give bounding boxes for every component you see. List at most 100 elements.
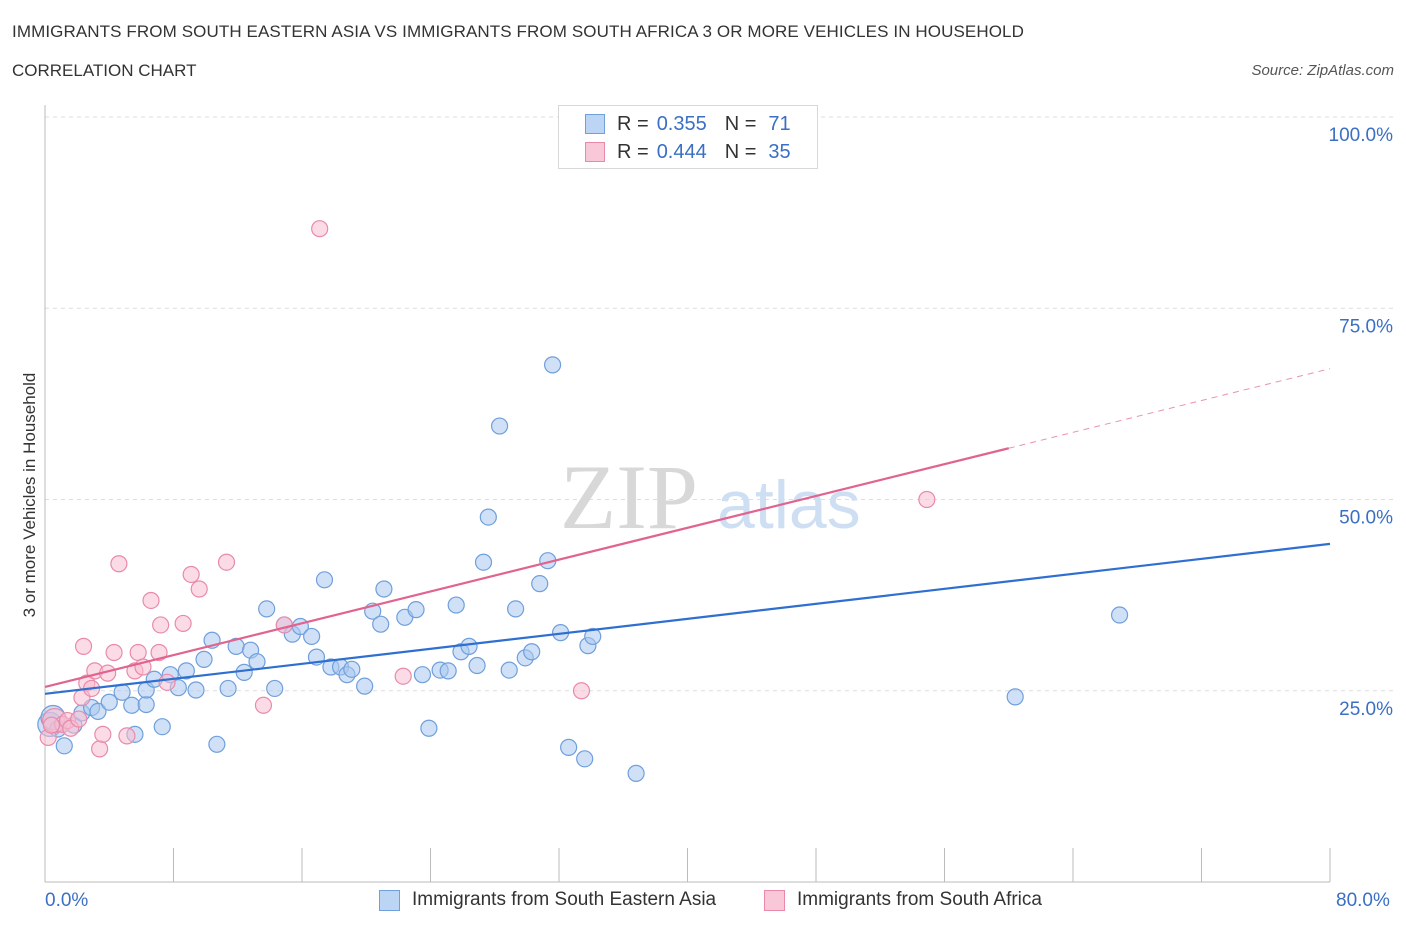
- data-point-south-eastern-asia: [375, 580, 393, 598]
- bottom-legend-swatch-blue: [379, 889, 400, 911]
- legend-row-blue: R = 0.355 N = 71: [585, 111, 791, 137]
- data-point-south-eastern-asia: [474, 553, 493, 571]
- x-tick-label-max: 80.0%: [1336, 890, 1390, 911]
- data-point-south-eastern-asia: [490, 417, 509, 435]
- data-point-south-eastern-asia: [303, 627, 321, 646]
- data-point-south-africa: [42, 716, 61, 734]
- data-point-south-eastern-asia: [343, 660, 361, 678]
- bottom-legend-blue: Immigrants from South Eastern Asia: [379, 889, 716, 911]
- bottom-legend-label-blue: Immigrants from South Eastern Asia: [412, 889, 717, 910]
- data-point-south-eastern-asia: [235, 663, 253, 681]
- watermark: ZIP atlas: [560, 446, 861, 548]
- source-label: Source: ZipAtlas.com: [1251, 62, 1394, 79]
- data-point-south-africa: [74, 637, 93, 655]
- data-point-south-africa: [94, 725, 112, 743]
- data-point-south-eastern-asia: [584, 627, 602, 646]
- data-point-south-eastern-asia: [356, 677, 374, 695]
- data-point-south-eastern-asia: [507, 600, 525, 618]
- y-tick-label: 25.0%: [1339, 699, 1393, 720]
- legend-n-label: N =: [724, 112, 757, 135]
- legend-r-label: R =: [617, 140, 649, 163]
- data-point-south-africa: [105, 643, 123, 662]
- data-point-south-africa: [217, 553, 236, 571]
- data-point-south-eastern-asia: [460, 637, 478, 655]
- data-point-south-eastern-asia: [523, 643, 541, 661]
- data-point-south-eastern-asia: [560, 738, 578, 756]
- data-point-south-africa: [129, 643, 147, 662]
- points-layer: [37, 220, 1129, 782]
- data-point-south-eastern-asia: [407, 601, 425, 619]
- watermark-atlas: atlas: [717, 467, 861, 543]
- data-point-south-eastern-asia: [195, 650, 213, 668]
- x-tick-label-min: 0.0%: [45, 890, 89, 911]
- data-point-south-eastern-asia: [1006, 688, 1024, 706]
- data-point-south-eastern-asia: [576, 750, 594, 768]
- data-point-south-eastern-asia: [420, 719, 438, 737]
- data-point-south-africa: [190, 580, 208, 598]
- chart-subtitle: CORRELATION CHART: [12, 61, 197, 80]
- data-point-south-eastern-asia: [219, 679, 237, 698]
- grid-layer: [45, 116, 1395, 692]
- y-tick-label: 50.0%: [1339, 508, 1393, 529]
- data-point-south-africa: [91, 740, 109, 758]
- bottom-legend-label-pink: Immigrants from South Africa: [797, 889, 1042, 910]
- data-point-south-eastern-asia: [372, 615, 390, 633]
- data-point-south-eastern-asia: [500, 661, 518, 679]
- data-point-south-eastern-asia: [447, 596, 465, 614]
- legend-r-value-blue: 0.355: [656, 112, 707, 135]
- legend-r-value-pink: 0.444: [656, 140, 707, 163]
- data-point-south-africa: [174, 614, 192, 633]
- data-point-south-eastern-asia: [1110, 606, 1129, 624]
- trend-line-extension-south-africa: [1008, 368, 1331, 449]
- data-point-south-eastern-asia: [137, 695, 155, 714]
- data-point-south-africa: [70, 710, 88, 728]
- legend-r-label: R =: [617, 112, 649, 135]
- data-point-south-eastern-asia: [543, 356, 562, 374]
- data-point-south-eastern-asia: [315, 571, 334, 589]
- y-tick-labels: 25.0% 50.0% 75.0% 100.0%: [1329, 125, 1394, 720]
- data-point-south-africa: [572, 682, 591, 700]
- data-point-south-africa: [182, 565, 200, 584]
- legend-n-value-pink: 35: [768, 140, 791, 163]
- bottom-legend-pink: Immigrants from South Africa: [764, 889, 1042, 911]
- data-point-south-eastern-asia: [89, 702, 107, 721]
- data-point-south-eastern-asia: [177, 662, 195, 680]
- data-point-south-eastern-asia: [187, 681, 205, 699]
- data-point-south-africa: [152, 616, 170, 634]
- data-point-south-africa: [118, 727, 136, 745]
- chart-title: IMMIGRANTS FROM SOUTH EASTERN ASIA VS IM…: [12, 22, 1024, 41]
- legend-swatch-pink: [585, 142, 605, 162]
- y-tick-label: 100.0%: [1329, 125, 1394, 146]
- data-point-south-eastern-asia: [258, 600, 276, 618]
- trend-layer: [44, 368, 1331, 695]
- data-point-south-africa: [150, 643, 168, 662]
- data-point-south-africa: [311, 220, 329, 238]
- data-point-south-eastern-asia: [413, 666, 432, 684]
- y-tick-label: 75.0%: [1339, 316, 1393, 337]
- axis-layer: [44, 105, 1331, 883]
- data-point-south-eastern-asia: [123, 696, 141, 714]
- data-point-south-eastern-asia: [153, 718, 171, 736]
- data-point-south-africa: [254, 696, 273, 714]
- legend-n-value-blue: 71: [768, 112, 791, 135]
- legend-n-label: N =: [724, 140, 757, 163]
- bottom-legend-swatch-pink: [764, 889, 785, 911]
- data-point-south-eastern-asia: [100, 693, 118, 711]
- data-point-south-africa: [158, 673, 176, 691]
- correlation-legend: R = 0.355 N = 71 R = 0.444 N = 35: [558, 105, 818, 169]
- data-point-south-africa: [394, 667, 412, 685]
- data-point-south-africa: [110, 555, 128, 573]
- trend-line-south-africa: [44, 447, 1010, 688]
- trend-line-south-eastern-asia: [44, 542, 1331, 695]
- data-point-south-eastern-asia: [468, 656, 486, 675]
- watermark-zip: ZIP: [560, 446, 698, 548]
- data-point-south-eastern-asia: [531, 575, 549, 593]
- data-point-south-africa: [275, 616, 293, 634]
- data-point-south-eastern-asia: [248, 653, 266, 671]
- data-point-south-eastern-asia: [479, 508, 497, 526]
- legend-swatch-blue: [585, 114, 605, 134]
- data-point-south-eastern-asia: [208, 735, 226, 753]
- data-point-south-eastern-asia: [439, 662, 457, 680]
- data-point-south-africa: [142, 591, 160, 610]
